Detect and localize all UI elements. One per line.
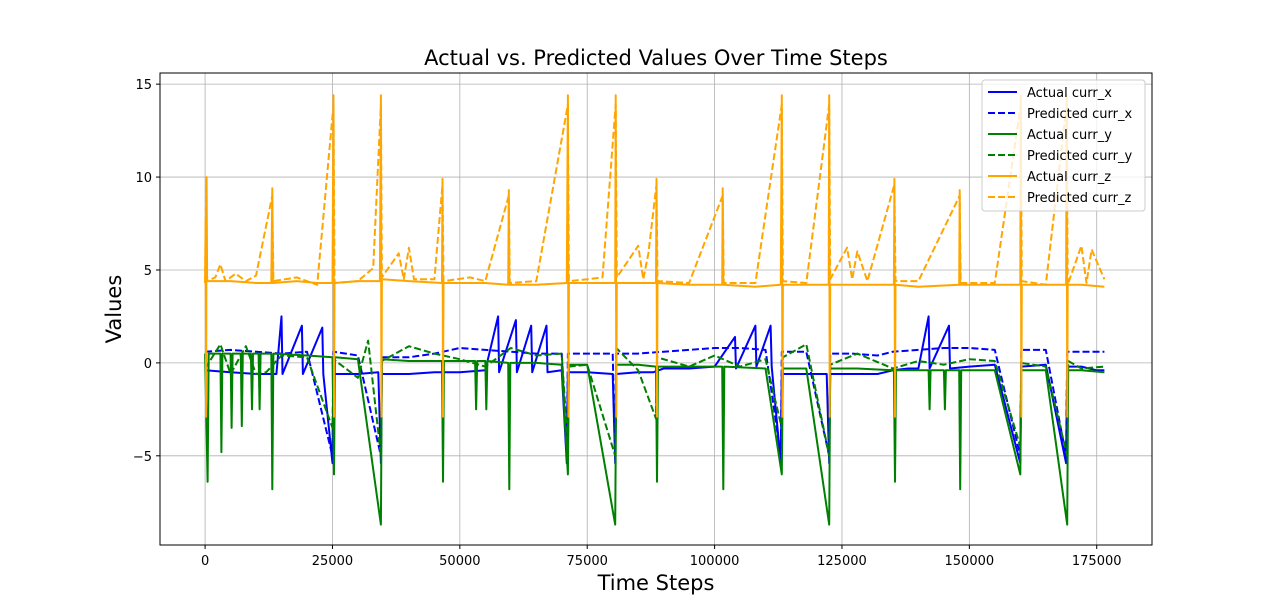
y-axis-label: Values — [102, 275, 126, 344]
y-tick-label: 5 — [144, 264, 152, 279]
legend-label-predicted-curr-y: Predicted curr_y — [1027, 149, 1133, 164]
legend-label-actual-curr-z: Actual curr_z — [1027, 170, 1111, 185]
y-tick-label: 15 — [135, 78, 152, 93]
series-line-predicted-curr-z — [204, 103, 1106, 286]
series-layer — [204, 94, 1106, 526]
y-tick-label: 10 — [135, 171, 152, 186]
y-tick-label: 0 — [144, 357, 152, 372]
x-axis-label: Time Steps — [597, 571, 715, 595]
y-tick-label: −5 — [133, 450, 152, 465]
x-tick-label: 0 — [201, 554, 209, 569]
plot-frame — [159, 72, 1153, 546]
legend-label-actual-curr-x: Actual curr_x — [1027, 86, 1112, 101]
series-line-predicted-curr-x — [205, 347, 1105, 457]
y-axis-ticks: −5 0 5 10 15 — [133, 78, 160, 465]
legend-label-predicted-curr-x: Predicted curr_x — [1027, 107, 1133, 122]
x-tick-label: 75000 — [567, 554, 608, 569]
legend: Actual curr_x Predicted curr_x Actual curr… — [981, 79, 1146, 212]
x-tick-label: 25000 — [312, 554, 353, 569]
legend-label-actual-curr-y: Actual curr_y — [1027, 128, 1112, 143]
x-axis-ticks: 0 25000 50000 75000 100000 125000 150000 175000 — [201, 545, 1122, 569]
x-tick-label: 125000 — [817, 554, 867, 569]
x-tick-label: 150000 — [945, 554, 995, 569]
x-tick-label: 175000 — [1072, 554, 1122, 569]
x-tick-label: 100000 — [690, 554, 740, 569]
chart-title: Actual vs. Predicted Values Over Time St… — [424, 46, 888, 70]
legend-box — [981, 79, 1146, 212]
series-line-actual-curr-y — [204, 352, 1105, 526]
x-tick-label: 50000 — [439, 554, 480, 569]
legend-label-predicted-curr-z: Predicted curr_z — [1027, 191, 1132, 206]
